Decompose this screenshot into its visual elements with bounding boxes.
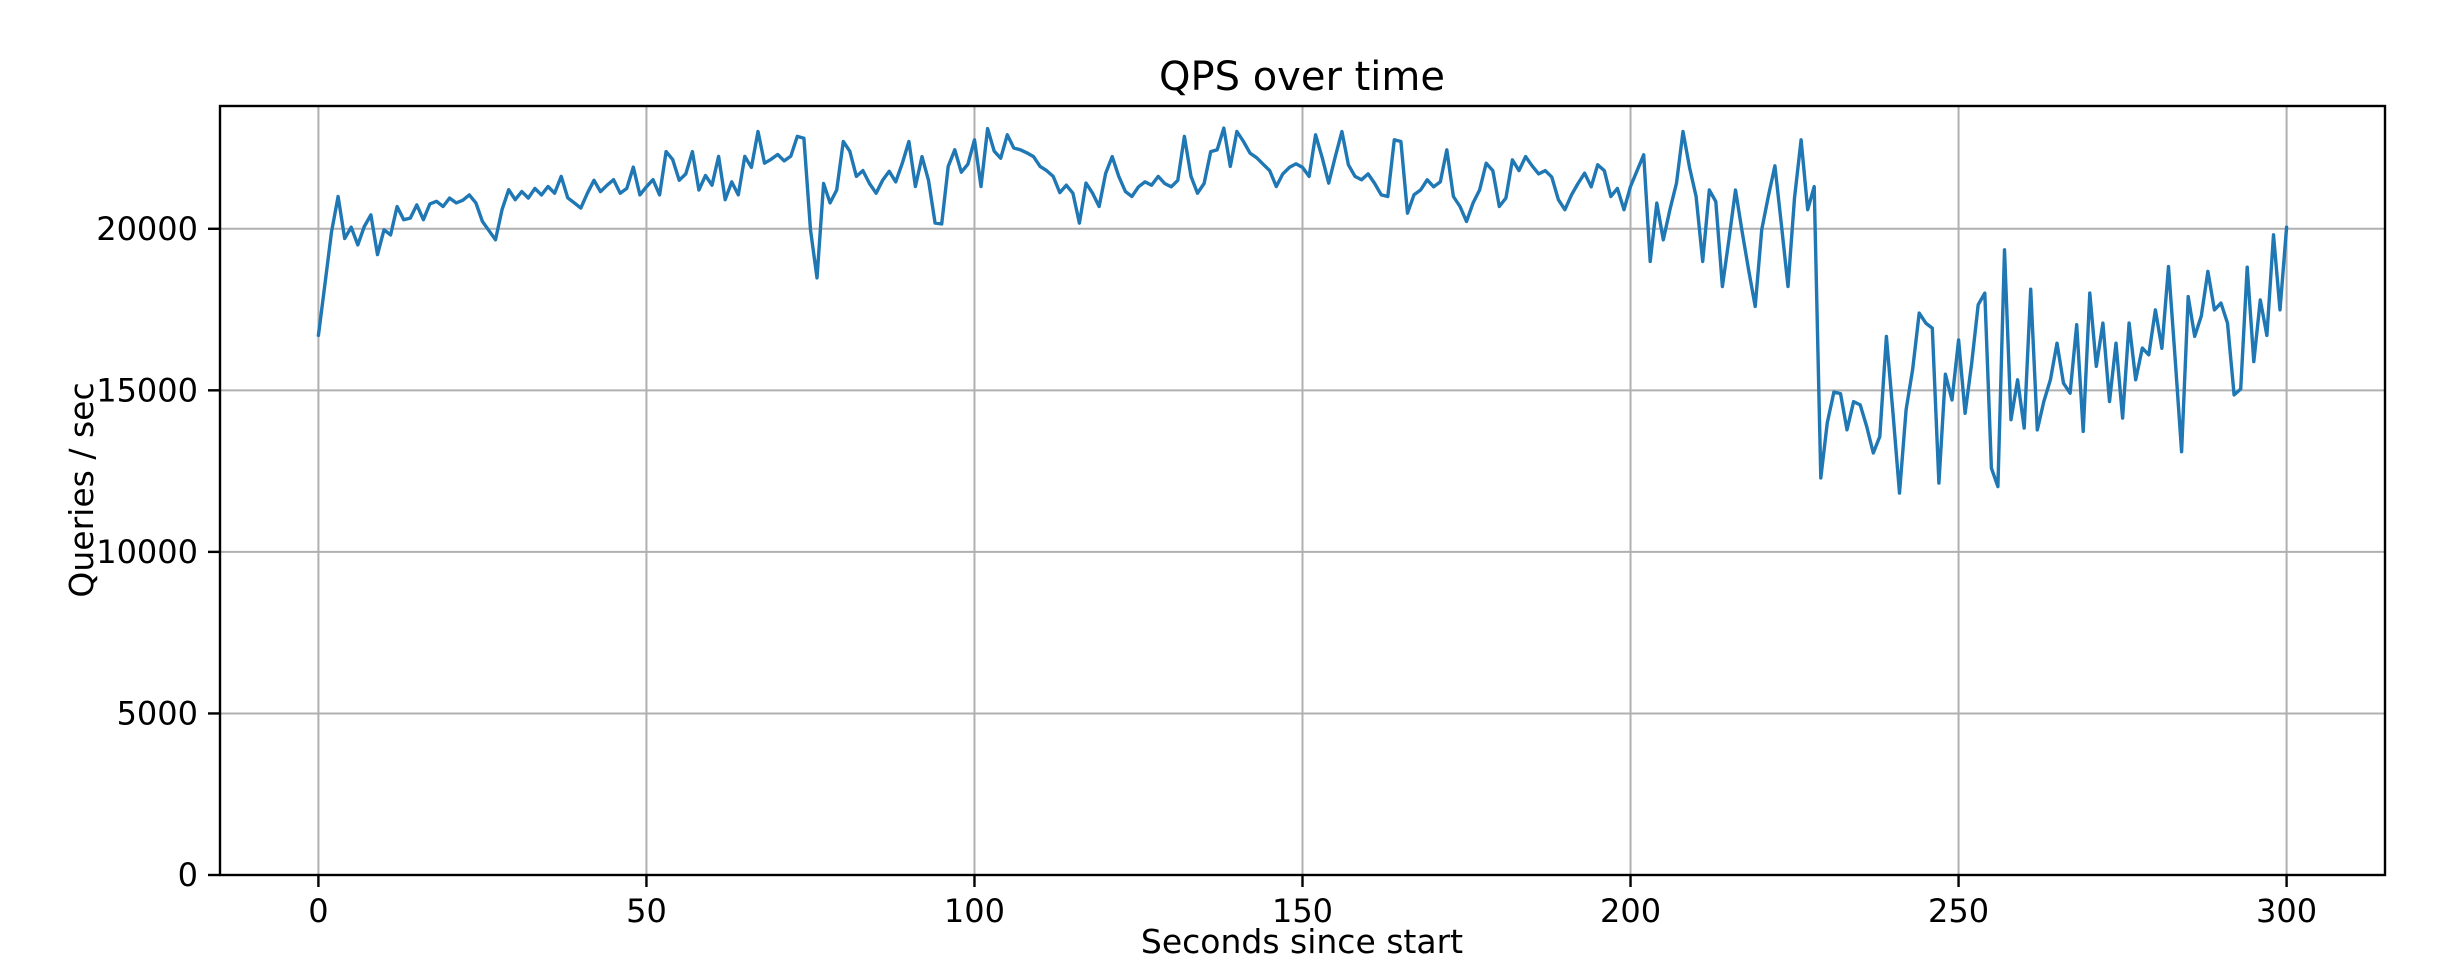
x-tick-label: 150 [1272, 892, 1333, 930]
x-tick-label: 300 [2256, 892, 2317, 930]
y-tick-label: 20000 [96, 210, 198, 248]
data-series-line [316, 126, 2289, 495]
axes-spines-and-ticks [208, 104, 2387, 887]
x-tick-label: 50 [626, 892, 667, 930]
x-tick-label: 0 [308, 892, 328, 930]
chart-title: QPS over time [1159, 54, 1445, 100]
grid-lines [220, 106, 2385, 876]
y-tick-label: 5000 [117, 694, 198, 732]
x-axis-label: Seconds since start [1141, 922, 1463, 961]
x-tick-label: 200 [1600, 892, 1661, 930]
y-tick-label: 10000 [96, 533, 198, 571]
y-tick-label: 15000 [96, 371, 198, 409]
x-tick-label: 100 [944, 892, 1005, 930]
x-tick-label: 250 [1928, 892, 1989, 930]
y-axis-label: Queries / sec [62, 382, 101, 597]
y-tick-label: 0 [178, 856, 198, 894]
tick-labels: 0 50 100 150 200 250 300 0 5000 10000 15000 20000 [96, 210, 2317, 930]
